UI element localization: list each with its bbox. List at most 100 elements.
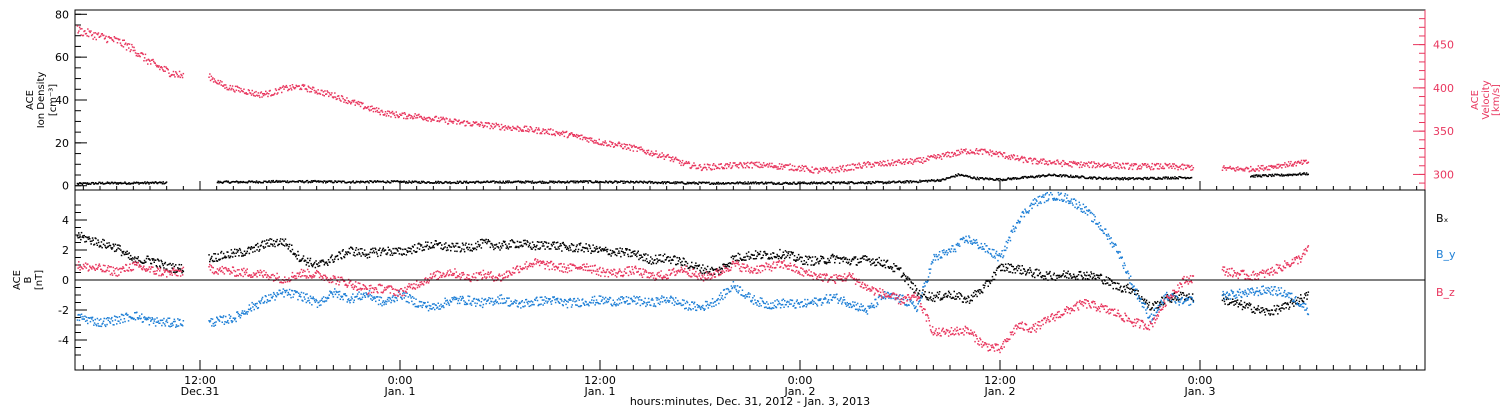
bx-point: [593, 247, 596, 249]
density-point: [715, 181, 718, 184]
bx-point: [690, 265, 692, 267]
velocity-point: [768, 164, 770, 166]
density-point: [555, 181, 558, 183]
bx-point: [1300, 294, 1302, 296]
bx-point: [413, 244, 416, 246]
velocity-point: [316, 93, 319, 95]
velocity-point: [602, 141, 604, 143]
bx-point: [957, 296, 960, 298]
velocity-point: [273, 93, 275, 96]
velocity-point: [683, 163, 685, 165]
velocity-point: [559, 132, 562, 135]
bx-point: [965, 301, 967, 304]
density-point: [779, 183, 781, 185]
bx-point: [1082, 277, 1085, 279]
bx-point: [1012, 265, 1014, 268]
bx-point: [588, 244, 590, 246]
velocity-point: [1105, 165, 1107, 167]
bx-point: [1111, 280, 1113, 282]
density-point: [395, 180, 398, 182]
density-point: [660, 181, 663, 184]
velocity-point: [621, 143, 623, 146]
density-point: [237, 182, 239, 184]
bx-point: [354, 249, 357, 251]
bx-point: [410, 248, 412, 250]
velocity-point: [1011, 155, 1013, 158]
velocity-point: [872, 163, 875, 166]
velocity-point: [800, 169, 803, 172]
velocity-point: [334, 92, 336, 94]
bx-point: [661, 260, 664, 262]
velocity-point: [586, 140, 588, 142]
velocity-point: [717, 167, 719, 169]
bx-point: [989, 282, 992, 285]
density-point: [1106, 178, 1109, 180]
density-point: [410, 182, 413, 184]
velocity-point: [262, 93, 264, 95]
density-point: [1013, 178, 1015, 180]
bx-point: [152, 258, 155, 260]
density-point: [783, 182, 785, 185]
velocity-point: [868, 162, 871, 164]
density-point: [297, 181, 299, 183]
bx-point: [797, 253, 800, 256]
bx-point: [1131, 291, 1133, 293]
velocity-point: [978, 153, 980, 155]
density-point: [993, 179, 995, 181]
bx-point: [784, 257, 786, 260]
density-point: [998, 179, 1000, 182]
density-point: [415, 180, 418, 183]
bx-point: [590, 252, 592, 254]
density-point: [1040, 175, 1042, 177]
density-point: [682, 182, 684, 184]
velocity-point: [800, 166, 802, 169]
density-point: [156, 182, 159, 185]
bx-point: [286, 244, 288, 247]
velocity-point: [123, 39, 125, 41]
velocity-point: [885, 164, 888, 166]
density-point: [91, 181, 94, 184]
density-point: [449, 181, 451, 183]
bx-point: [1223, 300, 1226, 303]
bx-point: [971, 299, 973, 302]
density-point: [1141, 177, 1144, 180]
density-point: [1011, 177, 1014, 180]
density-point: [1269, 174, 1271, 176]
density-point: [563, 181, 565, 183]
velocity-point: [1031, 160, 1033, 162]
velocity-point: [1305, 159, 1307, 162]
velocity-point: [147, 58, 150, 61]
bx-point: [111, 247, 114, 249]
bx-point: [1138, 297, 1141, 299]
density-point: [355, 181, 357, 184]
velocity-point: [417, 114, 419, 116]
by-point: [87, 322, 89, 325]
bx-point: [563, 244, 566, 246]
bx-point: [720, 271, 722, 274]
bx-point: [504, 243, 507, 246]
bottom-panel-time-ticks: [82, 360, 1418, 370]
bx-point: [133, 258, 135, 260]
density-point: [396, 180, 399, 182]
density-point: [106, 181, 109, 183]
density-point: [647, 181, 649, 183]
bx-point: [502, 240, 505, 242]
density-point: [1016, 177, 1019, 179]
bx-point: [1007, 263, 1010, 265]
velocity-point: [1100, 164, 1102, 167]
velocity-point: [797, 166, 800, 168]
bx-point: [797, 259, 799, 261]
density-point: [1100, 178, 1103, 180]
density-point: [1037, 175, 1039, 177]
velocity-point: [181, 76, 184, 79]
velocity-point: [282, 85, 285, 87]
density-point: [950, 175, 953, 178]
density-point: [1030, 175, 1032, 177]
velocity-point: [1062, 160, 1065, 162]
velocity-point: [182, 72, 185, 75]
bx-point: [229, 256, 231, 259]
bx-point: [634, 254, 637, 256]
velocity-point: [1260, 165, 1263, 167]
velocity-point: [951, 151, 953, 154]
bx-point: [352, 248, 354, 250]
